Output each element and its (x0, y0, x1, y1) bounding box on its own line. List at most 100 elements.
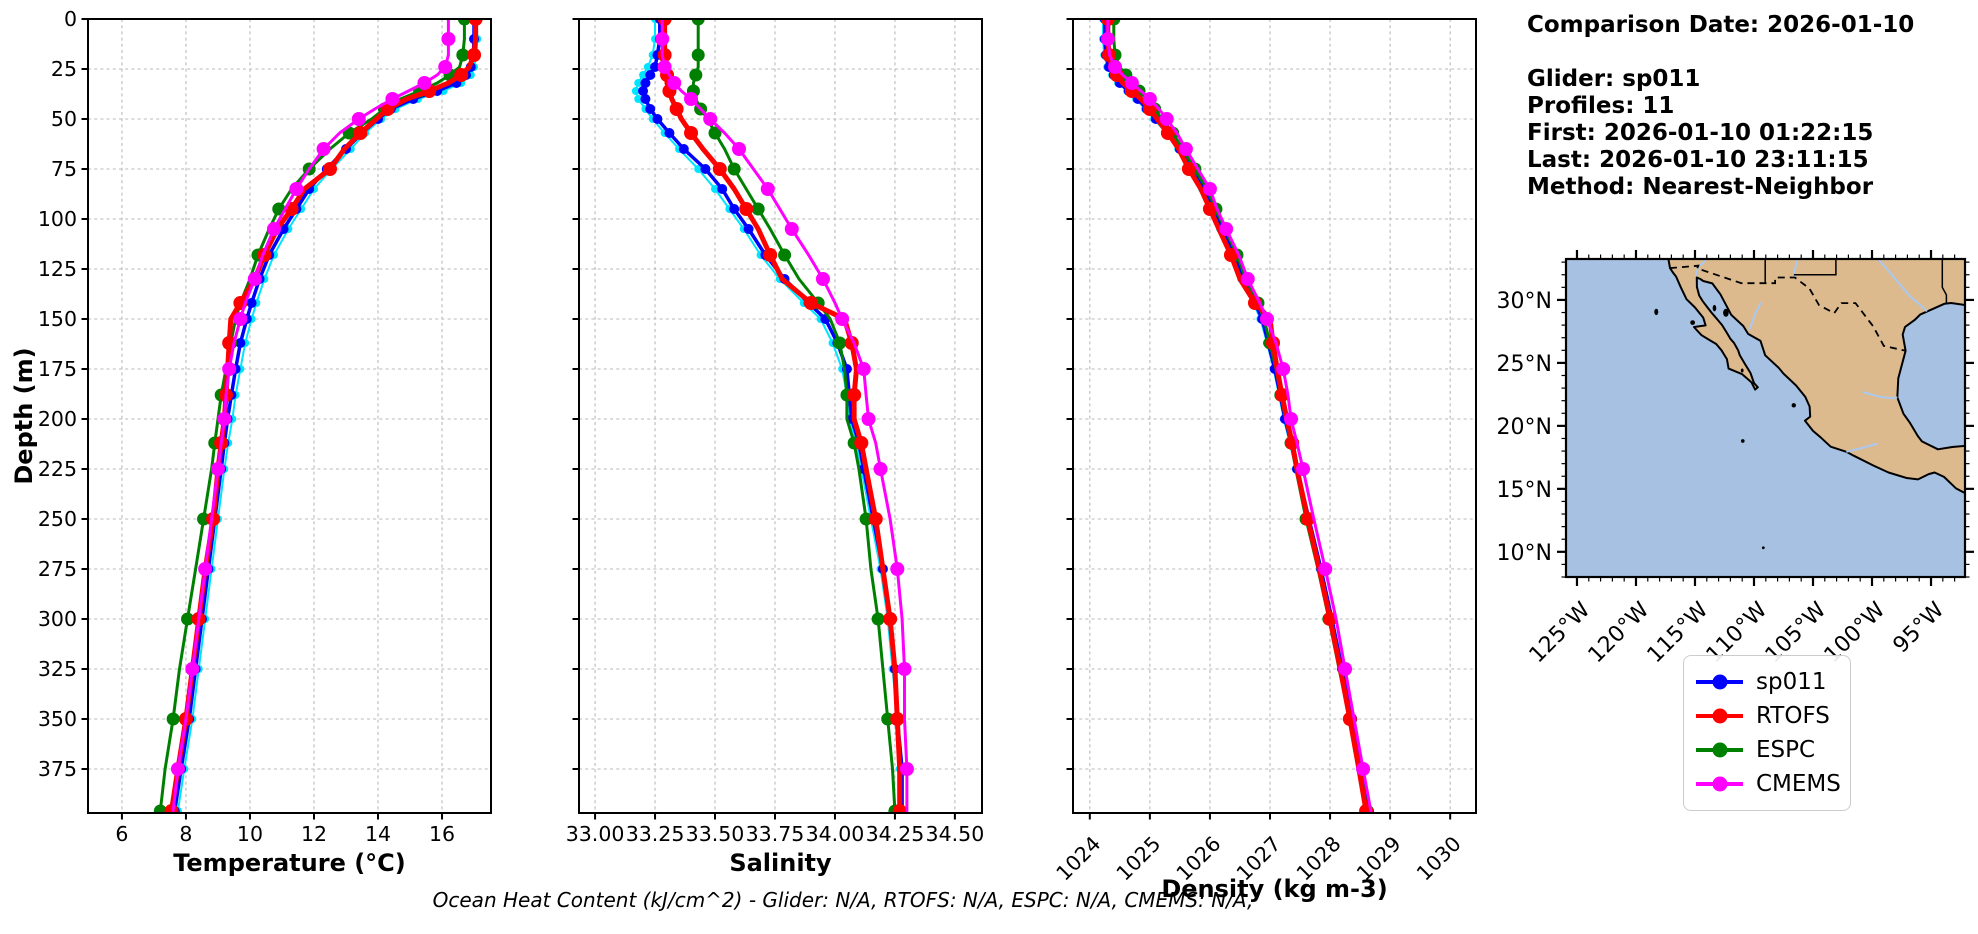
series-group (631, 19, 914, 813)
series-rtofs (164, 19, 483, 813)
y-axis (1066, 18, 1073, 770)
x-tick-label: 6 (115, 822, 128, 846)
lat-tick-label: 10°N (1497, 541, 1552, 566)
comparison-date: Comparison Date: 2026-01-10 (1527, 12, 1915, 38)
panel-salinity: 33.00 33.25 33.50 33.75 34.00 34.25 34.50 Salin… (566, 18, 985, 877)
series-rtofs (1100, 19, 1374, 813)
legend-label: sp011 (1756, 668, 1827, 695)
x-tick-label: 1024 (1051, 832, 1105, 886)
y-tick-label: 375 (38, 757, 77, 781)
lon-tick-label: 125°W (1525, 597, 1596, 668)
lat-tick-label: 25°N (1497, 352, 1552, 377)
axes-spines (87, 18, 492, 814)
legend-label: CMEMS (1756, 770, 1841, 797)
y-axis (572, 18, 579, 770)
x-axis-title: Density (kg m-3) (1161, 875, 1387, 903)
legend-line-sample (1696, 708, 1743, 724)
x-tick-label: 33.00 (566, 822, 625, 846)
last-timestamp: Last: 2026-01-10 23:11:15 (1527, 147, 1869, 173)
y-tick-label: 325 (38, 657, 77, 681)
y-tick-label: 225 (38, 457, 77, 481)
x-tick-label: 8 (179, 822, 192, 846)
legend-item-rtofs: RTOFS (1696, 699, 1838, 733)
y-tick-label: 200 (38, 407, 77, 431)
y-tick-label: 250 (38, 507, 77, 531)
x-tick-label: 10 (237, 822, 263, 846)
series-cmems (1100, 19, 1373, 813)
method-label: Method: Nearest-Neighbor (1527, 174, 1874, 200)
map-islands (1654, 304, 1796, 550)
y-axis: 0 25 50 75 100 125 150 175 200 225 250 275 300 325 350… (38, 7, 88, 781)
x-tick-label: 33.25 (626, 822, 685, 846)
grid (579, 18, 982, 813)
x-axis-title: Salinity (729, 849, 832, 877)
series-group (1099, 19, 1375, 813)
x-tick-label: 34.25 (866, 822, 925, 846)
series-group (153, 19, 483, 813)
map-ticks (1557, 250, 1974, 586)
first-timestamp: First: 2026-01-10 01:22:15 (1527, 120, 1874, 146)
y-tick-label: 125 (38, 257, 77, 281)
x-axis-title: Temperature (°C) (173, 849, 406, 877)
y-tick-label: 300 (38, 607, 77, 631)
map-land (1667, 259, 1965, 495)
axes-spines (1072, 18, 1477, 814)
grid (88, 18, 491, 813)
profiles-count: Profiles: 11 (1527, 93, 1675, 119)
series-espc (1107, 19, 1374, 813)
us-state-borders (1764, 259, 1948, 304)
ohc-caption: Ocean Heat Content (kJ/cm^2) - Glider: N… (432, 888, 1254, 912)
y-tick-label: 350 (38, 707, 77, 731)
x-tick-label: 12 (301, 822, 327, 846)
series-espc (153, 19, 471, 813)
lat-tick-label: 30°N (1497, 289, 1552, 314)
axes-spines (578, 18, 983, 814)
x-tick-label: 1030 (1412, 832, 1466, 886)
series-sp011 (1099, 19, 1375, 813)
x-axis: 6 8 10 12 14 16 (115, 813, 455, 846)
x-tick-label: 33.50 (686, 822, 745, 846)
y-tick-label: 75 (51, 157, 77, 181)
series-sp011-raw (1099, 19, 1373, 813)
panel-temperature-c: 6 8 10 12 14 16 0 25 50 75 100 125 150 175 200 225 250 27… (10, 7, 492, 877)
x-tick-label: 1025 (1112, 832, 1166, 886)
legend-line-sample (1696, 776, 1743, 792)
x-axis: 33.00 33.25 33.50 33.75 34.00 34.25 34.50 (566, 813, 985, 846)
map-inset: 30°N25°N20°N15°N10°N125°W120°W115°W110°W… (1497, 250, 1974, 668)
x-tick-label: 33.75 (746, 822, 805, 846)
y-axis-title: Depth (m) (10, 347, 38, 484)
legend-item-espc: ESPC (1696, 733, 1838, 767)
info-panel: Comparison Date: 2026-01-10 Glider: sp01… (1527, 12, 1914, 201)
legend-item-sp011: sp011 (1696, 665, 1838, 699)
y-tick-label: 0 (64, 7, 77, 31)
legend-label: RTOFS (1756, 702, 1830, 729)
legend: sp011 RTOFS ESPC CMEMS (1683, 655, 1851, 811)
grid (1073, 18, 1476, 813)
y-tick-label: 100 (38, 207, 77, 231)
series-sp011 (169, 19, 480, 813)
y-tick-label: 25 (51, 57, 77, 81)
x-tick-label: 34.50 (926, 822, 985, 846)
x-tick-label: 14 (365, 822, 391, 846)
lon-tick-label: 120°W (1584, 597, 1655, 668)
y-tick-label: 175 (38, 357, 77, 381)
y-tick-label: 275 (38, 557, 77, 581)
series-cmems (170, 19, 456, 813)
lat-tick-label: 15°N (1497, 478, 1552, 503)
y-tick-label: 150 (38, 307, 77, 331)
lon-tick-label: 95°W (1889, 597, 1950, 658)
legend-line-sample (1696, 742, 1743, 758)
info-spacer (1527, 39, 1914, 66)
x-tick-label: 34.00 (806, 822, 865, 846)
glider-name: Glider: sp011 (1527, 66, 1701, 92)
x-tick-label: 16 (429, 822, 455, 846)
legend-line-sample (1696, 674, 1743, 690)
legend-item-cmems: CMEMS (1696, 767, 1841, 801)
series-cmems (655, 19, 914, 813)
legend-label: ESPC (1756, 736, 1816, 763)
lat-tick-label: 20°N (1497, 415, 1552, 440)
y-tick-label: 50 (51, 107, 77, 131)
